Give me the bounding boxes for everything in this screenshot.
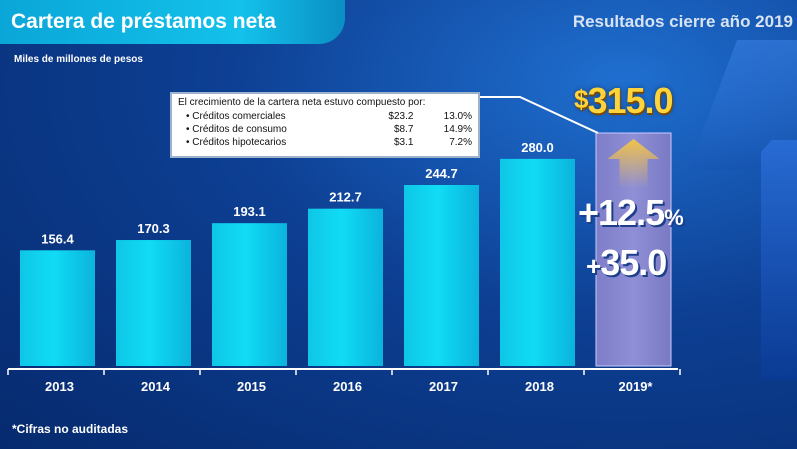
callout-row-name: • Créditos hipotecarios bbox=[186, 137, 287, 148]
callout-connector bbox=[480, 96, 599, 134]
bar bbox=[500, 158, 575, 366]
plus-sign: + bbox=[586, 251, 601, 281]
x-tick-label: 2018 bbox=[525, 379, 554, 394]
x-tick-label: 2017 bbox=[429, 379, 458, 394]
callout-row-pct: 14.9% bbox=[443, 124, 472, 135]
data-label: 156.4 bbox=[41, 231, 74, 246]
page-title: Cartera de préstamos neta bbox=[11, 10, 276, 33]
growth-breakdown-callout: El crecimiento de la cartera neta estuvo… bbox=[170, 92, 480, 158]
data-label: 193.1 bbox=[233, 204, 266, 219]
growth-absolute-value: 35.0 bbox=[600, 242, 667, 283]
callout-row-amount: $23.2 bbox=[388, 111, 414, 122]
bars-layer bbox=[20, 132, 672, 367]
up-arrow-icon bbox=[607, 139, 660, 188]
x-tick-label: 2016 bbox=[333, 379, 362, 394]
callout-row-name: • Créditos de consumo bbox=[186, 124, 287, 135]
currency-symbol: $ bbox=[574, 84, 589, 114]
bar bbox=[20, 250, 95, 366]
x-tick-label: 2019* bbox=[619, 379, 654, 394]
bar bbox=[116, 240, 191, 366]
callout-row: • Créditos hipotecarios $3.1 7.2% bbox=[178, 136, 472, 149]
callout-row-pct: 7.2% bbox=[449, 137, 472, 148]
footnote: *Cifras no auditadas bbox=[12, 422, 129, 436]
results-heading: Resultados cierre año 2019 bbox=[572, 12, 793, 31]
bar bbox=[212, 223, 287, 366]
labels-layer: 156.4 2013 170.3 2014 193.1 2015 212.7 2016 244.… bbox=[41, 140, 653, 394]
title-bar: Cartera de préstamos neta bbox=[0, 0, 345, 44]
growth-absolute: +35.0 bbox=[586, 242, 667, 284]
callout-heading: El crecimiento de la cartera neta estuvo… bbox=[178, 97, 426, 108]
background-side-shape bbox=[761, 140, 797, 380]
callout-row: • Créditos comerciales $23.2 13.0% bbox=[178, 110, 472, 123]
callout-row: • Créditos de consumo $8.7 14.9% bbox=[178, 123, 472, 136]
data-label: 244.7 bbox=[425, 166, 458, 181]
callout-row-name: • Créditos comerciales bbox=[186, 111, 286, 122]
units-label: Miles de millones de pesos bbox=[14, 54, 143, 65]
growth-percent-value: +12.5 bbox=[578, 192, 665, 233]
data-label: 212.7 bbox=[329, 190, 362, 205]
x-tick-label: 2015 bbox=[237, 379, 266, 394]
axis-layer bbox=[7, 96, 681, 375]
callout-row-amount: $3.1 bbox=[393, 137, 414, 148]
growth-percent: +12.5% bbox=[578, 192, 684, 234]
x-tick-label: 2013 bbox=[45, 379, 74, 394]
bar bbox=[308, 208, 383, 366]
x-tick-label: 2014 bbox=[141, 379, 171, 394]
data-label: 170.3 bbox=[137, 221, 170, 236]
percent-sign: % bbox=[664, 205, 684, 230]
total-2019-number: 315.0 bbox=[587, 80, 673, 121]
bar bbox=[404, 184, 479, 366]
callout-row-pct: 13.0% bbox=[443, 111, 472, 122]
total-2019-value: $315.0 bbox=[574, 80, 674, 122]
data-label: 280.0 bbox=[521, 140, 554, 155]
callout-row-amount: $8.7 bbox=[393, 124, 414, 135]
